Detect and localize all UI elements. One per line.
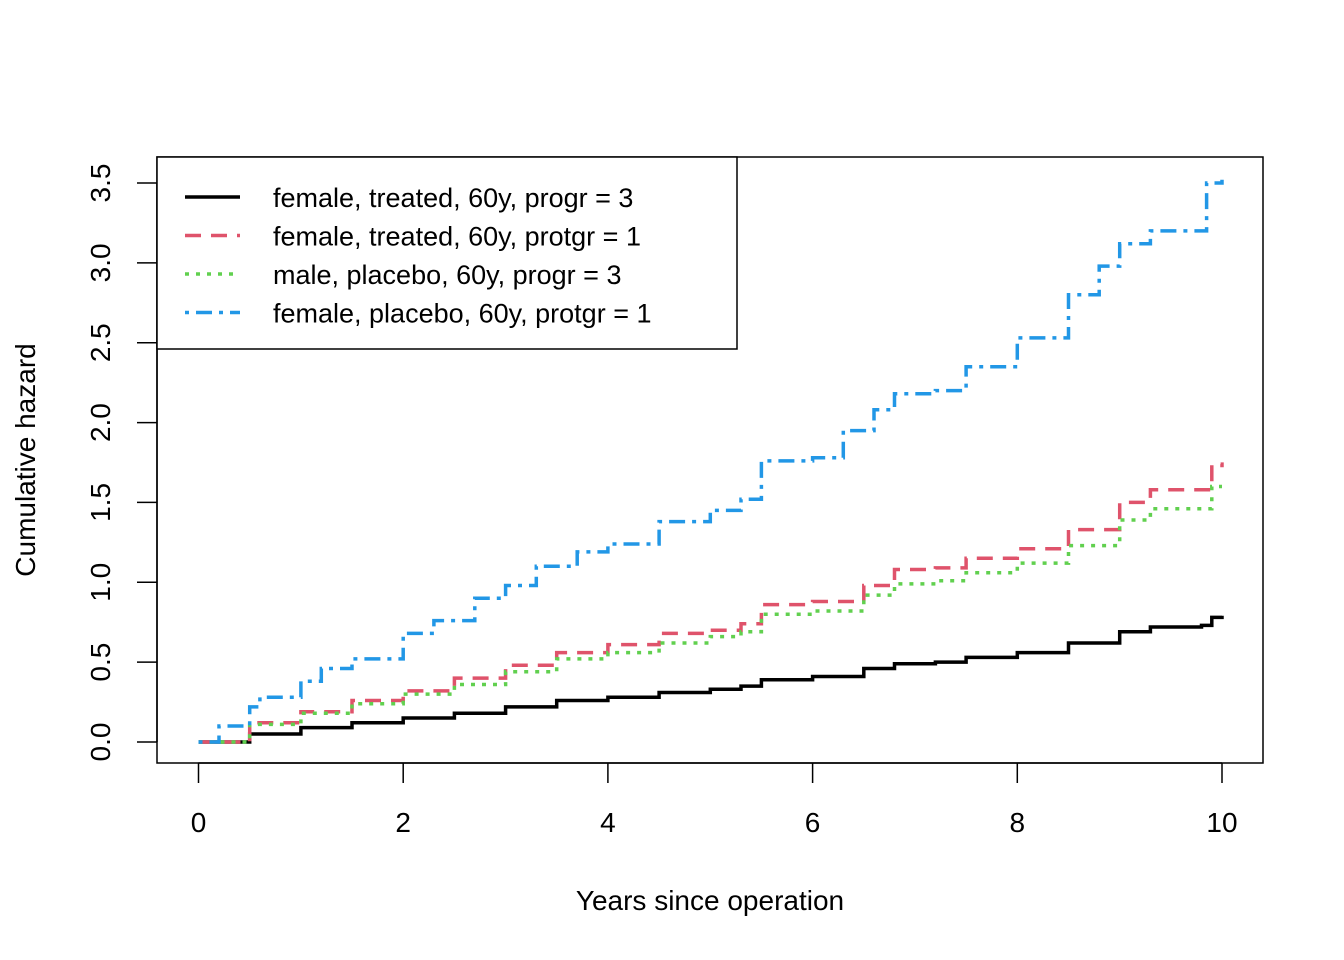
y-axis-label: Cumulative hazard bbox=[10, 343, 41, 576]
x-tick-label: 10 bbox=[1206, 807, 1237, 838]
x-tick-label: 0 bbox=[191, 807, 207, 838]
x-axis: 0 2 4 6 8 10 bbox=[191, 762, 1238, 838]
series-line-2 bbox=[198, 462, 1224, 744]
x-tick-label: 4 bbox=[600, 807, 616, 838]
series-line-1 bbox=[198, 615, 1224, 744]
legend-label-4: female, placebo, 60y, protgr = 1 bbox=[273, 299, 651, 329]
y-tick-label: 0.5 bbox=[85, 643, 116, 682]
y-tick-label: 0.0 bbox=[85, 723, 116, 762]
y-axis: 0.0 0.5 1.0 1.5 2.0 2.5 3.0 3.5 bbox=[85, 164, 158, 762]
x-tick-label: 8 bbox=[1010, 807, 1026, 838]
x-tick-label: 2 bbox=[395, 807, 411, 838]
y-tick-label: 3.5 bbox=[85, 164, 116, 203]
series-layer bbox=[198, 179, 1224, 744]
legend-label-1: female, treated, 60y, progr = 3 bbox=[273, 183, 633, 213]
y-tick-label: 2.5 bbox=[85, 323, 116, 362]
y-tick-label: 1.0 bbox=[85, 563, 116, 602]
series-line-3 bbox=[198, 484, 1222, 744]
y-tick-label: 1.5 bbox=[85, 483, 116, 522]
x-axis-label: Years since operation bbox=[576, 885, 844, 916]
legend-label-2: female, treated, 60y, protgr = 1 bbox=[273, 222, 641, 252]
y-tick-label: 2.0 bbox=[85, 403, 116, 442]
series-line-4 bbox=[198, 179, 1224, 744]
y-tick-label: 3.0 bbox=[85, 243, 116, 282]
legend-label-3: male, placebo, 60y, progr = 3 bbox=[273, 260, 621, 290]
legend-box bbox=[156, 156, 738, 350]
legend: female, treated, 60y, progr = 3 female, t… bbox=[156, 156, 738, 350]
x-tick-label: 6 bbox=[805, 807, 821, 838]
